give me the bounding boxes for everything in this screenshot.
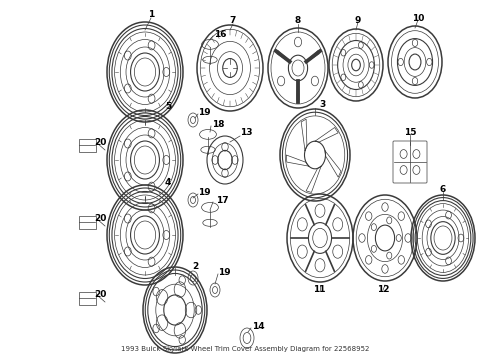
- Text: 8: 8: [295, 16, 301, 25]
- Text: 20: 20: [94, 290, 106, 299]
- Text: 4: 4: [165, 178, 171, 187]
- Ellipse shape: [315, 259, 325, 272]
- Text: 13: 13: [240, 128, 252, 137]
- Text: 12: 12: [377, 285, 389, 294]
- Text: 10: 10: [412, 14, 424, 23]
- Text: 6: 6: [440, 185, 446, 194]
- Ellipse shape: [297, 218, 307, 231]
- Text: 20: 20: [94, 138, 106, 147]
- Text: 1: 1: [148, 10, 154, 19]
- Text: 16: 16: [214, 30, 226, 39]
- Text: 2: 2: [192, 262, 198, 271]
- Text: 18: 18: [212, 120, 224, 129]
- Text: 11: 11: [313, 285, 325, 294]
- Text: 5: 5: [165, 102, 171, 111]
- Text: 15: 15: [404, 128, 416, 137]
- Ellipse shape: [333, 218, 343, 231]
- Text: 1993 Buick Skylark Wheel Trim Cover Assembly Diagram for 22568952: 1993 Buick Skylark Wheel Trim Cover Asse…: [121, 346, 369, 352]
- Ellipse shape: [315, 204, 325, 217]
- Ellipse shape: [297, 245, 307, 258]
- Text: 19: 19: [197, 188, 210, 197]
- Text: 9: 9: [355, 16, 361, 25]
- Text: 17: 17: [216, 196, 228, 205]
- Text: 7: 7: [230, 16, 236, 25]
- Text: 19: 19: [218, 268, 230, 277]
- Text: 14: 14: [252, 322, 264, 331]
- Ellipse shape: [333, 245, 343, 258]
- Text: 3: 3: [319, 100, 325, 109]
- Text: 19: 19: [197, 108, 210, 117]
- Text: 20: 20: [94, 214, 106, 223]
